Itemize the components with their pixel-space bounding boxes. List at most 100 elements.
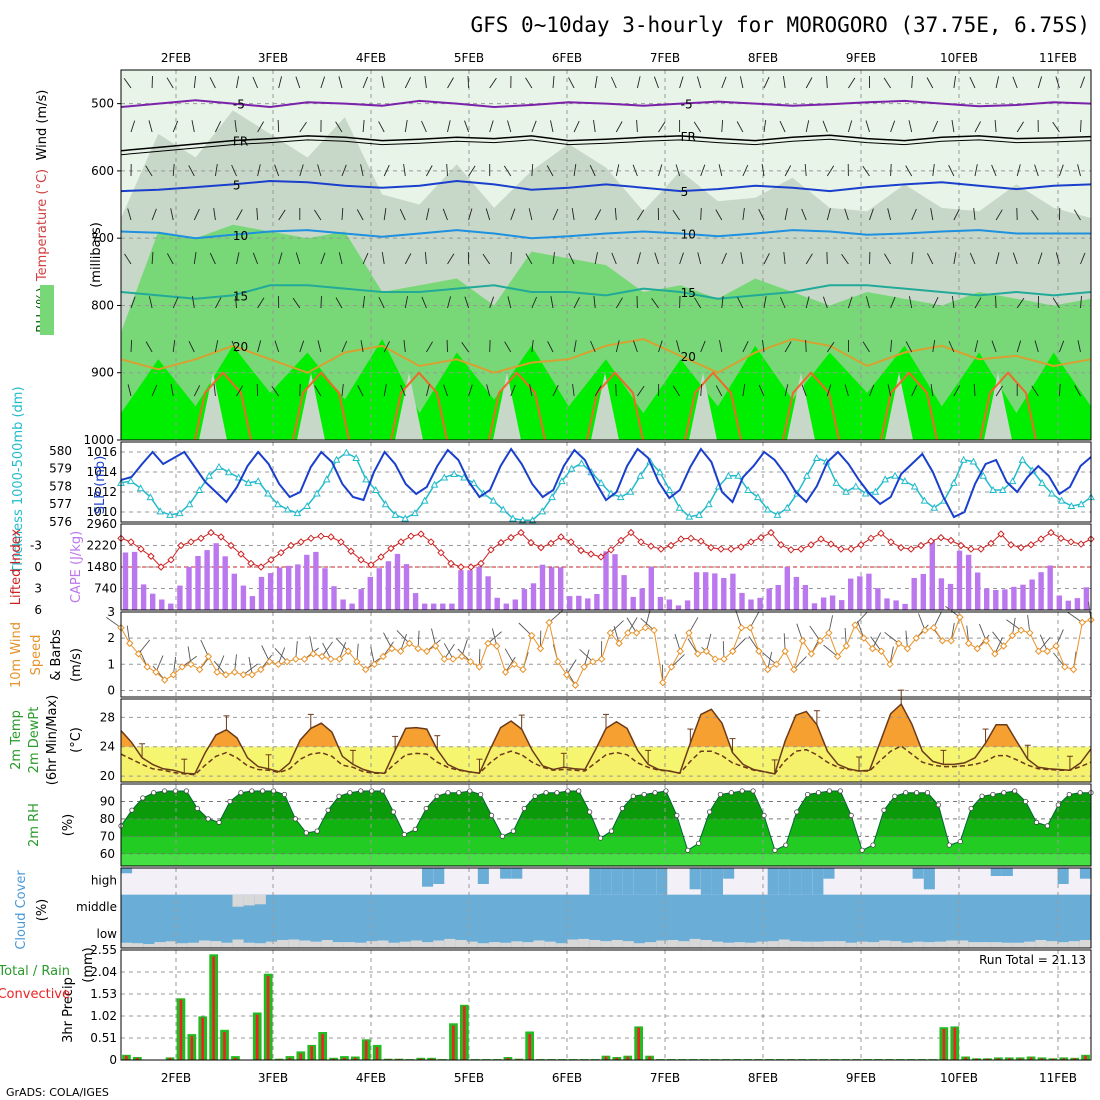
wind-barb bbox=[383, 341, 391, 353]
wind-barb bbox=[805, 77, 813, 89]
wind-speed-point bbox=[877, 647, 885, 655]
cape-bar bbox=[385, 561, 392, 610]
thickness-point bbox=[744, 485, 752, 493]
wind-axis-label: Wind (m/s) bbox=[35, 90, 50, 161]
wind-barb bbox=[573, 297, 580, 309]
li-point bbox=[957, 541, 965, 550]
contour-5 bbox=[120, 179, 1092, 193]
cape-bar bbox=[467, 570, 473, 610]
li-point bbox=[417, 530, 425, 538]
wind-tick-label: 1 bbox=[107, 657, 115, 671]
li-tick-label: -3 bbox=[30, 539, 42, 553]
run-total-label: Run Total = 21.13 bbox=[979, 953, 1086, 967]
wind-speed-point bbox=[152, 668, 160, 676]
precip-convective-bar bbox=[1051, 1058, 1055, 1060]
wind-barb bbox=[421, 296, 427, 309]
wind-barb bbox=[378, 297, 385, 309]
wind-barb bbox=[594, 385, 602, 397]
thickness-point bbox=[665, 485, 674, 493]
precip-convective-bar bbox=[637, 1027, 640, 1060]
rh-point bbox=[1012, 788, 1018, 794]
wind-barb bbox=[383, 384, 387, 397]
cloud-low-bar bbox=[1024, 941, 1036, 948]
wind-barb-10m bbox=[674, 633, 681, 652]
precip-tick-label: 2.55 bbox=[90, 943, 117, 957]
wind-speed-point bbox=[964, 639, 973, 648]
cape-bar bbox=[322, 568, 328, 610]
thickness-point bbox=[695, 510, 703, 518]
cloud-low-bar bbox=[700, 940, 712, 948]
cloud-low-bar bbox=[890, 941, 902, 948]
wind-speed-point bbox=[685, 629, 693, 637]
wind-barb bbox=[676, 340, 681, 353]
rh-point bbox=[1077, 790, 1083, 796]
li-point bbox=[557, 533, 565, 541]
li-point bbox=[477, 559, 485, 568]
cape-bar bbox=[340, 599, 346, 610]
cloud-high-bar bbox=[500, 868, 512, 879]
wind-barb-10m bbox=[857, 621, 865, 639]
rh-point bbox=[576, 788, 582, 794]
wind-barb bbox=[973, 208, 976, 221]
cape-bar bbox=[766, 588, 772, 610]
panel-frame bbox=[120, 523, 1092, 611]
cloud-low-bar bbox=[767, 941, 779, 948]
wind-barb-10m bbox=[978, 623, 987, 641]
rh-point bbox=[1023, 798, 1029, 805]
cloud-low-bar bbox=[756, 941, 768, 948]
wind-barb bbox=[1034, 164, 1039, 177]
li-point bbox=[427, 538, 435, 546]
wind-speed-point bbox=[755, 647, 763, 655]
rh-point bbox=[216, 819, 222, 825]
rh-point bbox=[314, 828, 320, 834]
cloud-low-bar bbox=[154, 942, 166, 948]
date-label-bottom: 2FEB bbox=[161, 1071, 191, 1085]
wind-speed-point bbox=[204, 652, 213, 661]
cape-bar bbox=[630, 596, 636, 610]
li-point bbox=[637, 538, 645, 546]
precip-convective-bar bbox=[255, 1014, 259, 1060]
wind-barb bbox=[504, 341, 512, 353]
cape-bar bbox=[512, 599, 518, 610]
rh-point bbox=[401, 831, 407, 838]
cape-bar bbox=[657, 596, 664, 610]
li-point bbox=[697, 537, 705, 545]
wind-speed-point bbox=[484, 639, 492, 648]
wind-barb bbox=[974, 297, 982, 309]
cape-bar bbox=[567, 596, 573, 610]
wind-speed-point bbox=[825, 629, 833, 637]
wind-barb bbox=[614, 207, 617, 221]
wind-speed-point bbox=[886, 660, 894, 669]
rh-point bbox=[303, 830, 309, 836]
wind-speed-point bbox=[807, 650, 816, 658]
wind-barb-10m bbox=[335, 637, 349, 652]
rh-point bbox=[870, 842, 876, 848]
thickness-point bbox=[538, 507, 547, 515]
cloud-low-bar bbox=[433, 940, 445, 948]
wind-barb bbox=[991, 340, 997, 353]
rh-point bbox=[445, 790, 451, 796]
li-point bbox=[1037, 535, 1045, 543]
li-point bbox=[327, 533, 335, 541]
li-point bbox=[897, 543, 905, 552]
cape-bar bbox=[911, 578, 917, 610]
cape-bar bbox=[177, 585, 183, 610]
wind-barb bbox=[485, 208, 491, 221]
wind-speed-point bbox=[475, 663, 483, 671]
li-point bbox=[837, 545, 845, 553]
wind-barb bbox=[721, 296, 724, 309]
wind-speed-point bbox=[388, 644, 396, 653]
cape-bar bbox=[938, 578, 945, 610]
cloud-high-bar bbox=[622, 868, 634, 895]
wind-speed-point bbox=[379, 652, 387, 661]
wind-speed-point bbox=[431, 642, 440, 650]
date-label-bottom: 7FEB bbox=[650, 1071, 680, 1085]
wind-barb bbox=[252, 76, 259, 89]
wind-barb bbox=[1012, 76, 1018, 89]
cloud-low-bar bbox=[734, 942, 746, 948]
li-point bbox=[1017, 543, 1025, 552]
wind-barb-10m bbox=[854, 611, 868, 626]
cloud-high-bar bbox=[912, 868, 924, 879]
cloud-low-bar bbox=[243, 942, 255, 948]
wind-speed-point bbox=[1034, 647, 1043, 655]
